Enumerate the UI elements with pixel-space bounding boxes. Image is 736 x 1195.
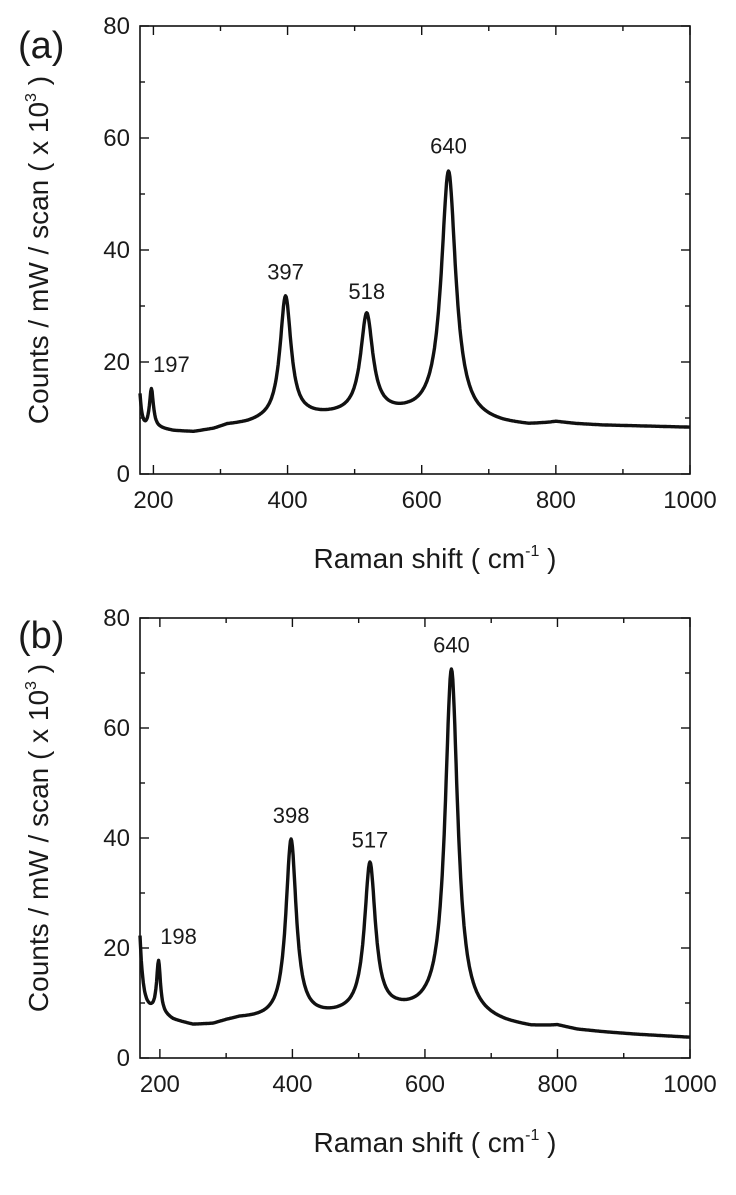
y-axis-title: Counts / mW / scan ( x 103 ) (23, 76, 54, 424)
spectrum-line (138, 169, 691, 433)
x-tick-label: 400 (268, 487, 308, 514)
chart-panel-b: 200 400 600 800 1000 0 20 40 60 80 198 398 517 640 (b)… (18, 605, 717, 1158)
y-tick-label: 80 (103, 13, 130, 40)
plot-frame (139, 617, 691, 1059)
peak-label: 198 (160, 924, 197, 949)
x-axis-title: Raman shift ( cm-1 ) (314, 543, 557, 574)
x-tick-label: 800 (536, 487, 576, 514)
y-tick-label: 40 (103, 237, 130, 264)
peak-label: 397 (267, 260, 304, 285)
y-tick-label: 60 (103, 125, 130, 152)
y-tick-label: 40 (103, 825, 130, 852)
x-tick-label: 1000 (663, 487, 716, 514)
y-tick-label: 0 (117, 461, 130, 488)
y-tick-label: 20 (103, 349, 130, 376)
y-axis-title: Counts / mW / scan ( x 103 ) (23, 664, 54, 1012)
spectrum-line (138, 667, 691, 1039)
peak-label: 640 (430, 134, 467, 159)
y-tick-label: 0 (117, 1045, 130, 1072)
x-tick-label: 800 (537, 1071, 577, 1098)
panel-label: (a) (18, 25, 64, 67)
panel-label: (b) (18, 615, 64, 657)
plot-frame (139, 25, 691, 475)
peak-label: 197 (153, 352, 190, 377)
x-axis-title: Raman shift ( cm-1 ) (314, 1127, 557, 1158)
chart-panel-a: 200 400 600 800 1000 0 20 40 60 80 197 397 518 640 (a)… (18, 13, 717, 574)
x-tick-label: 600 (405, 1071, 445, 1098)
peak-label: 640 (433, 632, 470, 657)
y-tick-label: 60 (103, 715, 130, 742)
y-tick-label: 20 (103, 935, 130, 962)
peak-label: 398 (273, 803, 310, 828)
peak-label: 518 (348, 279, 385, 304)
x-tick-label: 400 (272, 1071, 312, 1098)
x-tick-label: 200 (140, 1071, 180, 1098)
peak-label: 517 (352, 828, 389, 853)
x-tick-label: 600 (402, 487, 442, 514)
x-tick-label: 200 (133, 487, 173, 514)
y-tick-label: 80 (103, 605, 130, 632)
x-tick-label: 1000 (663, 1071, 716, 1098)
